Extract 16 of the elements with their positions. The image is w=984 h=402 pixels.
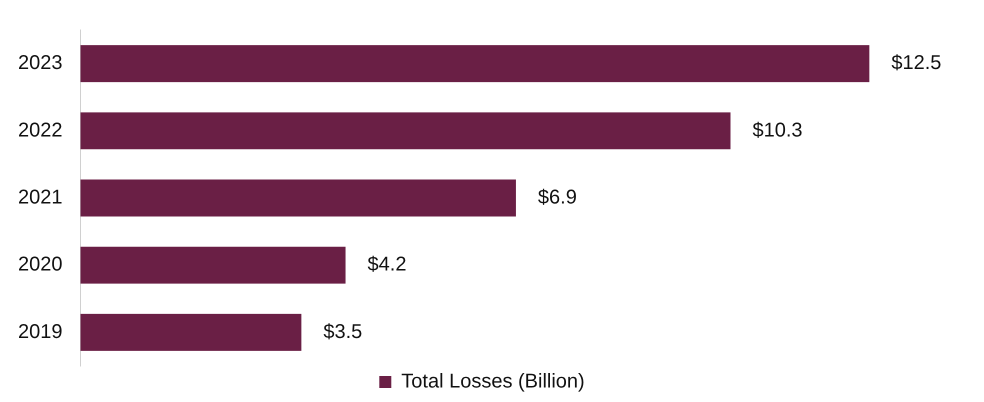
bar <box>80 246 346 284</box>
data-label: $10.3 <box>752 119 803 142</box>
legend-label: Total Losses (Billion) <box>401 370 585 393</box>
y-tick-label: 2020 <box>18 254 62 276</box>
data-label: $12.5 <box>891 52 942 74</box>
y-tick-label: 2019 <box>18 320 62 343</box>
data-label: $6.9 <box>538 186 577 209</box>
y-tick-label: 2022 <box>18 119 62 142</box>
bar <box>80 314 302 351</box>
data-label: $4.2 <box>368 254 406 276</box>
bar <box>80 112 730 150</box>
y-tick-label: 2023 <box>18 52 62 74</box>
bar <box>80 180 516 216</box>
data-label: $3.5 <box>323 320 362 343</box>
y-tick-label: 2021 <box>18 186 62 209</box>
bar <box>80 45 870 82</box>
